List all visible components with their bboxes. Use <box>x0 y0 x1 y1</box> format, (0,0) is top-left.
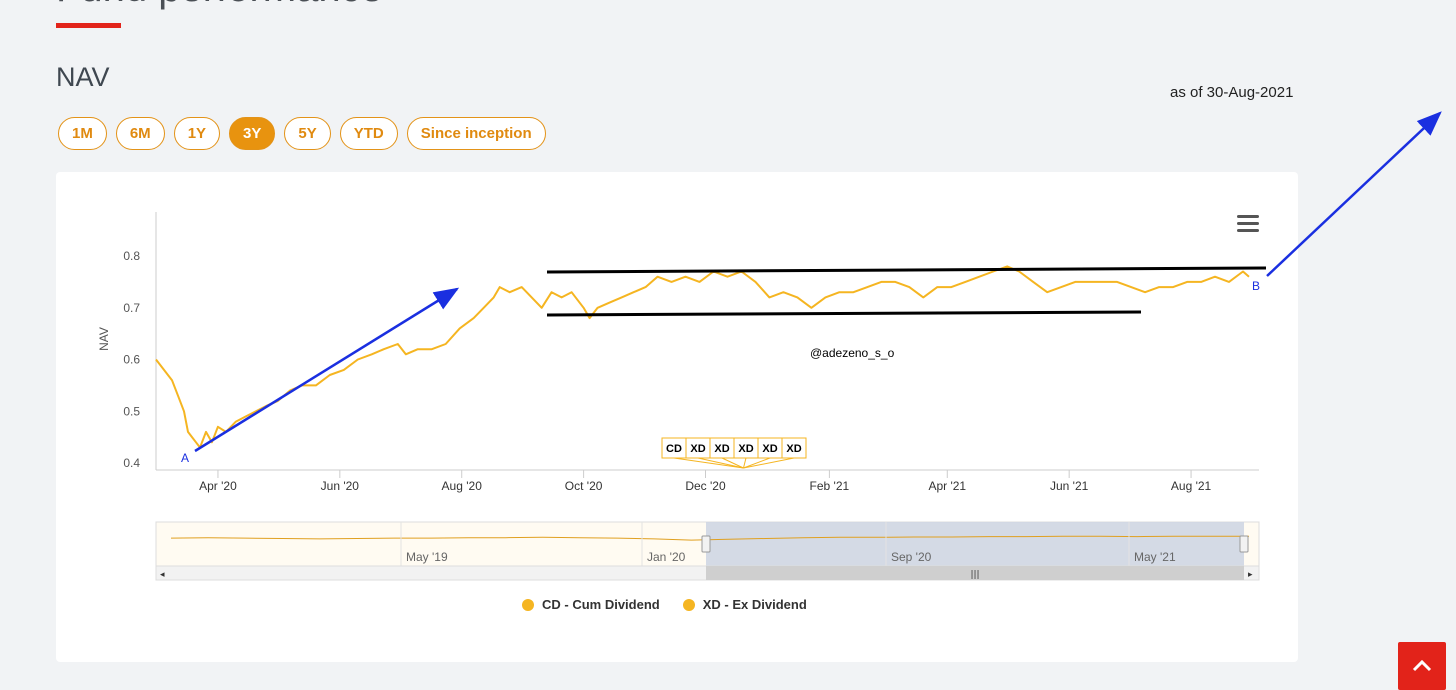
x-tick-label: Apr '20 <box>199 479 237 493</box>
title-underline <box>56 23 121 28</box>
nav-chart: 0.4 0.5 0.6 0.7 0.8 NAV Apr '20 Jun '20 Aug '20 O… <box>97 212 1260 581</box>
flag-stem <box>743 457 795 469</box>
flag-stem <box>697 457 744 469</box>
chart-menu-button[interactable] <box>1237 215 1259 233</box>
scroll-grip-icon: ||| <box>970 570 979 580</box>
y-tick-label: 0.4 <box>123 456 140 470</box>
chart-legend: CD - Cum Dividend XD - Ex Dividend <box>522 597 807 612</box>
y-tick-label: 0.7 <box>123 301 140 315</box>
legend-item-xd[interactable]: XD - Ex Dividend <box>682 597 807 612</box>
flag-stem <box>721 457 744 469</box>
range-tabs: 1M 6M 1Y 3Y 5Y YTD Since inception <box>58 117 546 150</box>
section-title: Fund performance <box>56 0 383 11</box>
as-of-date: as of 30-Aug-2021 <box>1170 84 1294 101</box>
dividend-flag-label: XD <box>738 443 753 455</box>
y-axis-label: NAV <box>97 327 111 351</box>
navigator-tick-label: May '21 <box>1134 550 1176 564</box>
x-tick-label: Aug '20 <box>442 479 483 493</box>
legend-dot-icon <box>682 598 695 611</box>
nav-chart-card: 0.4 0.5 0.6 0.7 0.8 NAV Apr '20 Jun '20 Aug '20 O… <box>56 172 1298 662</box>
flag-stem <box>673 457 744 469</box>
navigator-handle-right <box>1239 535 1249 553</box>
chart-axes: 0.4 0.5 0.6 0.7 0.8 NAV Apr '20 Jun '20 Aug '20 O… <box>97 212 1259 493</box>
range-tab-1y[interactable]: 1Y <box>173 117 221 150</box>
dividend-flags: CD XD XD XD XD XD <box>661 437 807 469</box>
dividend-flag-label: XD <box>714 443 729 455</box>
chart-navigator[interactable]: May '19 Jan '20 Sep '20 May '21 ◂ ▸ ||| <box>155 521 1260 581</box>
x-tick-label: Jun '20 <box>321 479 360 493</box>
y-tick-label: 0.6 <box>123 353 140 367</box>
x-tick-label: Jun '21 <box>1050 479 1089 493</box>
y-tick-label: 0.8 <box>123 249 140 263</box>
dividend-flag-label: XD <box>690 443 705 455</box>
x-tick-label: Oct '20 <box>565 479 603 493</box>
navigator-selection <box>706 522 1244 566</box>
nav-heading: NAV <box>56 62 110 92</box>
range-tab-6m[interactable]: 6M <box>115 117 165 150</box>
x-tick-label: Dec '20 <box>685 479 726 493</box>
flag-stem <box>743 457 771 469</box>
scroll-left-icon: ◂ <box>160 570 165 580</box>
navigator-tick-label: Jan '20 <box>647 550 686 564</box>
legend-dot-icon <box>522 598 534 611</box>
hamburger-icon <box>1237 215 1259 218</box>
dividend-flag-label: CD <box>666 443 682 455</box>
flag-stem <box>742 457 747 469</box>
chart-series <box>155 265 1250 449</box>
dividend-flag <box>781 437 807 459</box>
chevron-up-icon <box>1412 659 1432 672</box>
x-tick-label: Apr '21 <box>928 479 966 493</box>
scroll-top-button[interactable] <box>1398 642 1446 690</box>
y-tick-label: 0.5 <box>123 404 140 418</box>
navigator-handle-left <box>701 535 711 553</box>
range-tab-since-inception[interactable]: Since inception <box>406 117 546 150</box>
dividend-flag-label: XD <box>762 443 777 455</box>
legend-label: XD - Ex Dividend <box>702 597 807 612</box>
nav-series-line <box>155 265 1250 449</box>
dividend-flag-label: XD <box>786 443 801 455</box>
navigator-tick-label: Sep '20 <box>891 550 932 564</box>
range-tab-1m[interactable]: 1M <box>58 117 107 150</box>
range-tab-ytd[interactable]: YTD <box>339 117 398 150</box>
watermark-text: @adezeno_s_o <box>810 346 895 360</box>
legend-item-cd[interactable]: CD - Cum Dividend <box>522 597 660 612</box>
range-tab-3y[interactable]: 3Y <box>229 117 276 150</box>
navigator-tick-label: May '19 <box>406 550 448 564</box>
x-tick-label: Aug '21 <box>1171 479 1212 493</box>
legend-label: CD - Cum Dividend <box>542 597 660 612</box>
range-tab-5y[interactable]: 5Y <box>284 117 331 150</box>
navigator-scrollbar-thumb <box>706 566 1244 580</box>
x-tick-label: Feb '21 <box>810 479 850 493</box>
scroll-right-icon: ▸ <box>1248 570 1253 580</box>
